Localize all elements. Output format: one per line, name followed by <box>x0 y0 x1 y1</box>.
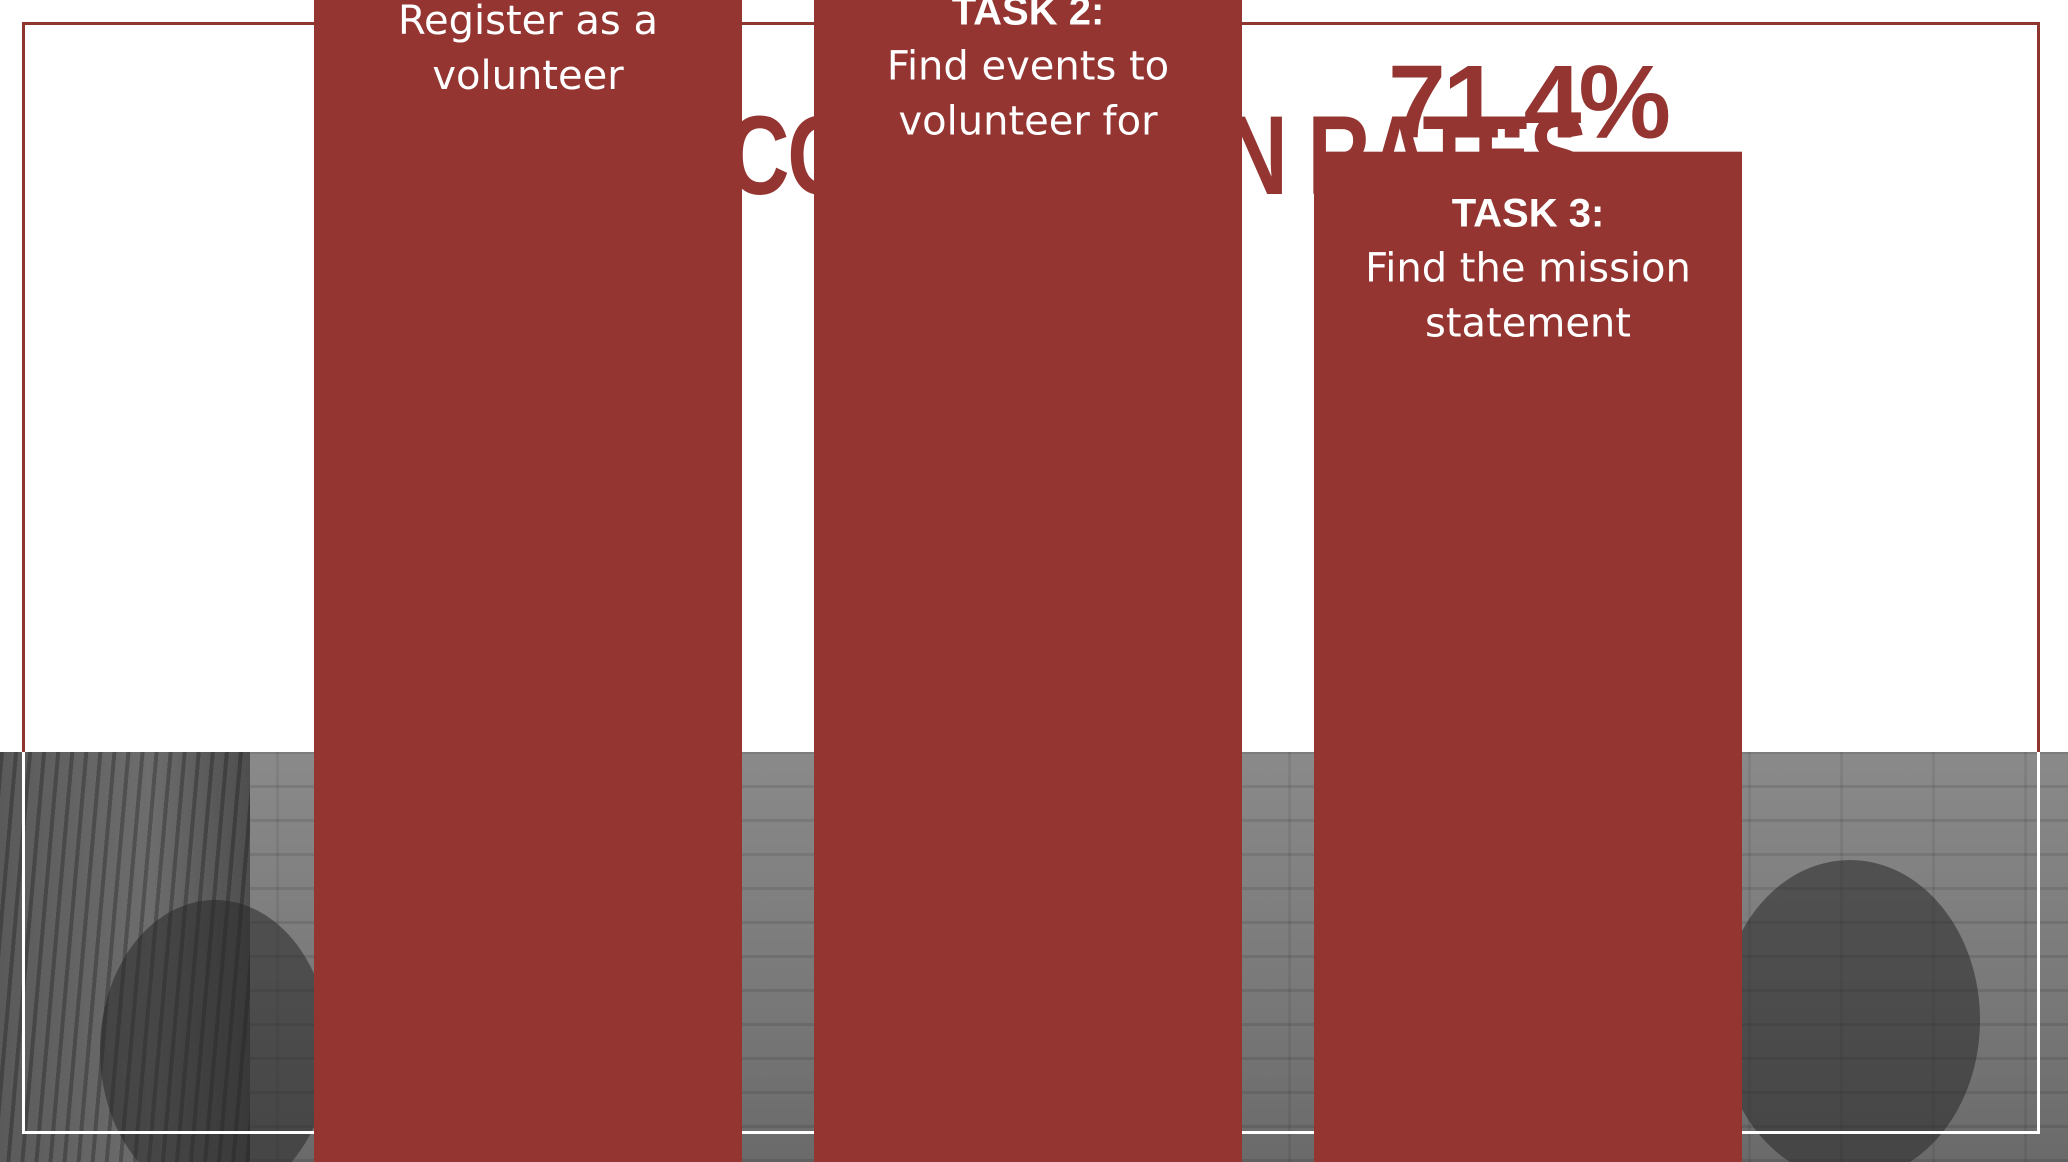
category-label-task-3: TASK 3: <box>1452 192 1605 236</box>
task-description-2-line-1: Find events to <box>887 43 1169 89</box>
background-photo-person-left <box>100 900 330 1162</box>
task-description-3-line-1: Find the mission <box>1365 246 1691 292</box>
category-label-task-2: TASK 2: <box>952 0 1105 33</box>
bar-task-3 <box>1314 151 1742 1162</box>
bar-task-2 <box>814 0 1242 1162</box>
task-description-1-line-1: Register as a <box>398 0 658 44</box>
task-description-3-line-2: statement <box>1425 301 1631 347</box>
bar-task-1 <box>314 0 742 1162</box>
task-description-2-line-2: volunteer for <box>898 98 1158 144</box>
background-photo-person-right <box>1720 860 1980 1162</box>
value-label-task-3: 71.4% <box>1388 45 1668 161</box>
task-description-1-line-2: volunteer <box>432 53 624 99</box>
